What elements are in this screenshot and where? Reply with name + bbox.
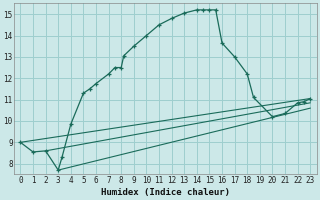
- X-axis label: Humidex (Indice chaleur): Humidex (Indice chaleur): [101, 188, 230, 197]
